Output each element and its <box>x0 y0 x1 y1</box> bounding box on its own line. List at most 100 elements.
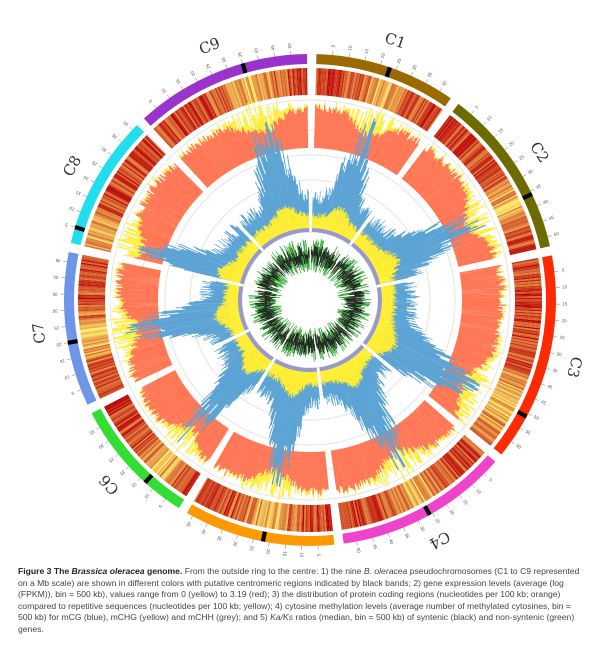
expression-bin-C2 <box>458 139 479 160</box>
expression-bin-C2 <box>503 222 530 233</box>
mCHG-track-C5 <box>266 362 319 399</box>
expression-bin-C6 <box>160 456 179 479</box>
expression-bin-C3 <box>514 285 542 289</box>
expression-bin-C3 <box>479 414 503 431</box>
expression-bin-C7 <box>78 297 106 300</box>
expression-bin-C3 <box>512 327 540 333</box>
expression-bin-C8 <box>140 140 162 161</box>
tick-mark <box>522 174 527 177</box>
expression-bin-C5 <box>250 498 259 525</box>
expression-bin-C6 <box>130 429 152 448</box>
expression-bin-C3 <box>500 373 527 385</box>
expression-bin-C5 <box>303 504 306 532</box>
expression-bin-C3 <box>491 394 516 409</box>
tick-mark <box>418 520 421 525</box>
expression-bin-C9 <box>264 72 272 99</box>
expression-bin-C7 <box>79 326 107 332</box>
expression-bin-C2 <box>464 147 486 167</box>
expression-bin-C6 <box>185 472 201 497</box>
expression-bin-C4 <box>364 497 374 524</box>
expression-bin-C8 <box>94 213 120 226</box>
expression-bin-C7 <box>78 289 106 293</box>
expression-bin-C1 <box>391 87 404 113</box>
expression-bin-C5 <box>238 495 249 522</box>
expression-bin-C8 <box>116 170 140 187</box>
tick-label: 25 <box>205 62 212 69</box>
tick-label: 40 <box>122 120 129 127</box>
expression-bin-C3 <box>514 308 542 312</box>
expression-bin-C5 <box>208 484 222 510</box>
tick-mark <box>268 542 270 547</box>
kaks-syntenic-C4 <box>314 322 352 355</box>
expression-bin-C1 <box>363 76 373 103</box>
expression-bin-C7 <box>83 344 111 353</box>
expression-bin-C3 <box>510 341 538 349</box>
expression-bin-C8 <box>136 145 158 165</box>
expression-bin-C3 <box>510 339 538 347</box>
expression-bin-C6 <box>111 406 136 422</box>
expression-bin-C3 <box>508 349 536 358</box>
expression-bin-C9 <box>210 89 224 115</box>
expression-bin-C8 <box>96 208 122 221</box>
tick-label: 15 <box>282 551 288 557</box>
expression-bin-C6 <box>128 427 151 446</box>
expression-bin-C3 <box>514 294 542 297</box>
expression-bin-C1 <box>337 70 343 97</box>
expression-bin-C2 <box>507 237 534 246</box>
expression-bin-C7 <box>98 383 124 397</box>
expression-bin-C4 <box>395 485 408 511</box>
expression-bin-C3 <box>514 290 542 293</box>
expression-bin-C3 <box>512 262 540 269</box>
expression-bin-C6 <box>147 446 168 467</box>
expression-bin-C9 <box>284 69 289 97</box>
expression-bin-C9 <box>182 105 199 129</box>
expression-bin-C7 <box>78 292 106 296</box>
expression-bin-C2 <box>485 179 510 195</box>
expression-bin-C1 <box>341 70 347 98</box>
circos-plot: 5 10152025303540C15101520253035404550C251… <box>29 29 586 560</box>
expression-bin-C4 <box>411 477 426 502</box>
expression-bin-C1 <box>399 91 413 117</box>
expression-bin-C5 <box>324 504 329 532</box>
expression-bin-C4 <box>445 453 465 475</box>
expression-bin-C3 <box>470 426 493 445</box>
tick-label: 40 <box>253 47 259 53</box>
expression-bin-C8 <box>85 238 113 248</box>
expression-bin-C9 <box>243 77 253 104</box>
expression-bin-C1 <box>419 103 436 128</box>
expression-bin-C5 <box>282 503 287 531</box>
expression-bin-C7 <box>79 322 107 327</box>
expression-bin-C6 <box>133 432 155 452</box>
expression-bin-C6 <box>168 462 187 485</box>
expression-bin-C2 <box>460 142 482 163</box>
expression-bin-C5 <box>300 504 304 532</box>
expression-bin-C5 <box>308 504 310 532</box>
expression-bin-C2 <box>502 221 529 232</box>
expression-bin-C3 <box>514 300 542 303</box>
expression-bin-C6 <box>129 428 152 447</box>
expression-bin-C4 <box>390 488 403 514</box>
expression-bin-C6 <box>138 437 160 458</box>
tick-mark <box>372 537 374 542</box>
expression-bin-C9 <box>167 116 186 139</box>
tick-mark <box>520 427 524 431</box>
expression-bin-C1 <box>335 69 341 97</box>
expression-bin-C2 <box>450 130 470 152</box>
expression-bin-C7 <box>92 371 119 382</box>
expression-bin-C2 <box>454 135 475 156</box>
expression-bin-C3 <box>482 408 507 425</box>
figure-caption: Figure 3 The Brassica oleracea genome. F… <box>18 566 584 636</box>
expression-bin-C9 <box>262 72 270 100</box>
expression-bin-C4 <box>362 497 371 525</box>
expression-bin-C1 <box>412 99 428 124</box>
expression-bin-C7 <box>78 279 106 283</box>
expression-bin-C6 <box>104 394 129 409</box>
expression-bin-C5 <box>286 503 291 531</box>
expression-bin-C3 <box>497 381 523 394</box>
expression-bin-C4 <box>386 489 399 516</box>
expression-bin-C2 <box>443 123 462 146</box>
expression-bin-C3 <box>494 387 520 401</box>
expression-bin-C2 <box>445 125 465 147</box>
expression-bin-C2 <box>494 198 520 212</box>
expression-bin-C4 <box>389 488 401 515</box>
